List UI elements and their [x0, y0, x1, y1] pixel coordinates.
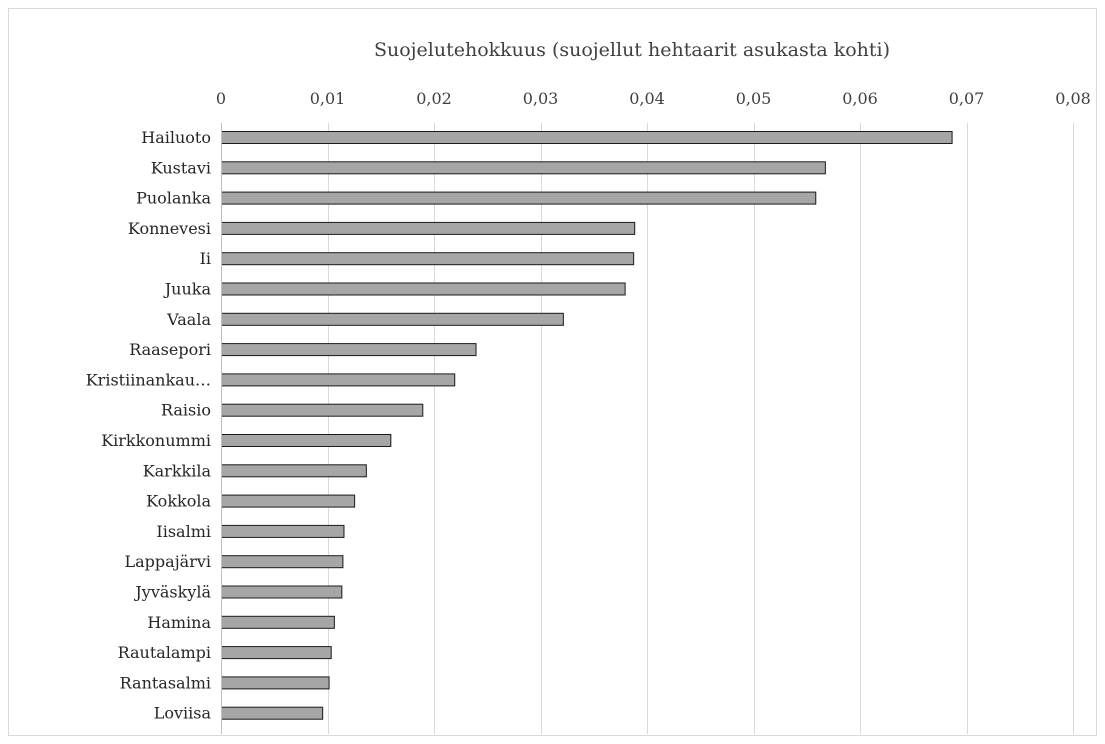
x-tick-label: 0,04 — [629, 89, 665, 108]
category-label: Kustavi — [151, 158, 211, 177]
bar — [221, 676, 330, 690]
bars — [221, 131, 953, 720]
bar — [221, 373, 456, 387]
category-label: Lappajärvi — [125, 552, 212, 571]
bar — [221, 312, 564, 326]
category-label: Juuka — [163, 280, 212, 299]
category-label: Ii — [200, 249, 211, 268]
bar — [221, 615, 335, 629]
category-label: Raasepori — [129, 340, 211, 359]
category-label: Konnevesi — [128, 219, 211, 238]
category-label: Vaala — [166, 310, 211, 329]
category-label: Rautalampi — [118, 643, 211, 662]
category-label: Karkkila — [143, 461, 212, 480]
bar — [221, 524, 345, 538]
bar — [221, 403, 424, 417]
bar — [221, 555, 344, 569]
category-label: Loviisa — [154, 704, 212, 723]
x-tick-label: 0,08 — [1055, 89, 1091, 108]
category-label: Iisalmi — [156, 522, 211, 541]
x-tick-label: 0,02 — [416, 89, 452, 108]
category-label: Jyväskylä — [133, 583, 211, 602]
bar — [221, 646, 332, 660]
bar — [221, 131, 953, 144]
category-label: Hamina — [147, 613, 211, 632]
bar — [221, 494, 356, 508]
x-axis-title: Suojelutehokkuus (suojellut hehtaarit as… — [374, 39, 890, 61]
category-label: Raisio — [161, 401, 211, 420]
bar — [221, 464, 367, 478]
bar — [221, 221, 636, 235]
category-label: Kokkola — [146, 492, 211, 511]
bar — [221, 585, 343, 599]
bar — [221, 434, 392, 447]
bar — [221, 282, 626, 296]
category-label: Hailuoto — [141, 128, 211, 147]
bar — [221, 161, 826, 175]
category-label: Kirkkonummi — [101, 431, 211, 450]
x-tick-label: 0,05 — [736, 89, 772, 108]
bar — [221, 191, 817, 205]
x-tick-label: 0 — [216, 89, 226, 108]
x-tick-label: 0,01 — [310, 89, 346, 108]
category-labels: Hailuoto Kustavi Puolanka Konnevesi Ii Juuka V… — [86, 128, 212, 723]
bar — [221, 706, 324, 720]
category-label: Puolanka — [136, 189, 211, 208]
x-axis-ticks: 0 0,01 0,02 0,03 0,04 0,05 0,06 0,07 0,08 — [216, 89, 1091, 108]
x-tick-label: 0,07 — [949, 89, 985, 108]
x-tick-label: 0,03 — [523, 89, 559, 108]
category-label: Kristiinankau… — [86, 370, 211, 389]
bar — [221, 252, 635, 266]
category-label: Rantasalmi — [120, 673, 211, 692]
chart-frame — [8, 8, 1097, 736]
x-tick-label: 0,06 — [842, 89, 878, 108]
gridlines — [328, 123, 1074, 734]
bar — [221, 343, 477, 357]
